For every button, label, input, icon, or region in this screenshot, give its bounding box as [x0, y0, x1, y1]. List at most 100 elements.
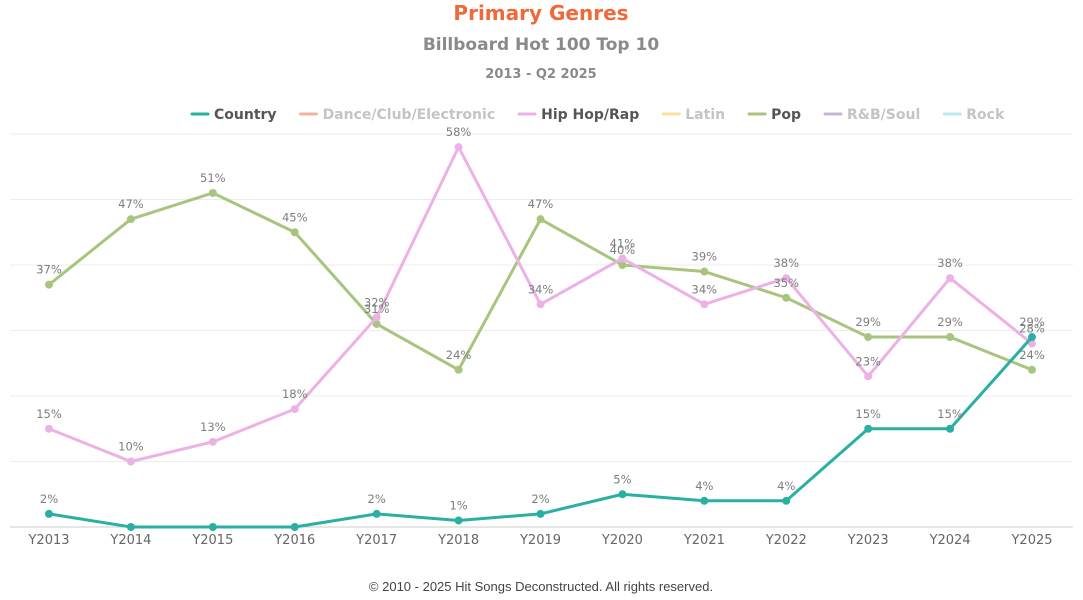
point-hip-hop-rap[interactable] [126, 457, 135, 466]
point-country[interactable] [126, 523, 135, 531]
chart-title: Primary Genres [453, 1, 628, 25]
legend-item-latin[interactable]: Latin [661, 107, 725, 123]
point-country[interactable] [454, 516, 463, 525]
point-country[interactable] [372, 509, 381, 518]
data-label-hip-hop-rap: 13% [200, 420, 226, 434]
x-tick-label: Y2023 [847, 533, 889, 548]
point-country[interactable] [618, 490, 627, 499]
data-label-hip-hop-rap: 18% [282, 387, 308, 401]
point-pop[interactable] [946, 333, 955, 342]
x-tick-label: Y2025 [1010, 533, 1052, 548]
x-tick-label: Y2022 [765, 533, 807, 548]
data-label-hip-hop-rap: 28% [1019, 322, 1045, 336]
point-pop[interactable] [782, 293, 791, 302]
data-label-hip-hop-rap: 23% [855, 354, 881, 368]
series-group [45, 143, 1036, 531]
data-label-pop: 24% [1019, 348, 1045, 362]
copyright-footer: © 2010 - 2025 Hit Songs Deconstructed. A… [369, 579, 713, 594]
data-label-pop: 45% [282, 210, 308, 224]
data-label-country: 2% [531, 492, 549, 506]
point-country[interactable] [1028, 333, 1036, 342]
data-label-pop: 35% [773, 276, 799, 290]
point-country[interactable] [45, 509, 53, 518]
legend-item-dance-club-electronic[interactable]: Dance/Club/Electronic [299, 107, 496, 123]
data-label-hip-hop-rap: 38% [937, 256, 963, 270]
point-hip-hop-rap[interactable] [946, 274, 955, 283]
point-pop[interactable] [372, 319, 381, 328]
data-label-country: 2% [40, 492, 58, 506]
point-hip-hop-rap[interactable] [700, 300, 709, 309]
point-pop[interactable] [126, 215, 135, 224]
point-country[interactable] [782, 496, 791, 505]
point-hip-hop-rap[interactable] [45, 424, 53, 433]
legend-label: Latin [685, 107, 725, 123]
x-tick-label: Y2014 [109, 533, 151, 548]
x-tick-label: Y2020 [601, 533, 643, 548]
data-label-pop: 40% [610, 243, 636, 257]
point-pop[interactable] [700, 267, 709, 276]
legend-item-rock[interactable]: Rock [942, 107, 1005, 123]
data-label-country: 5% [613, 472, 631, 486]
point-hip-hop-rap[interactable] [208, 437, 217, 446]
point-hip-hop-rap[interactable] [454, 143, 463, 152]
point-hip-hop-rap[interactable] [536, 300, 545, 309]
x-tick-label: Y2018 [437, 533, 479, 548]
data-label-country: 2% [368, 492, 386, 506]
data-label-hip-hop-rap: 34% [528, 282, 554, 296]
point-pop[interactable] [208, 188, 217, 197]
legend-label: Country [214, 107, 277, 123]
point-country[interactable] [290, 523, 299, 531]
point-hip-hop-rap[interactable] [372, 313, 381, 322]
chart-subtitle: Billboard Hot 100 Top 10 [423, 35, 660, 55]
point-country[interactable] [208, 523, 217, 531]
data-label-pop: 29% [855, 315, 881, 329]
point-country[interactable] [536, 509, 545, 518]
point-hip-hop-rap[interactable] [290, 405, 299, 414]
data-label-country: 15% [855, 407, 881, 421]
data-label-hip-hop-rap: 38% [773, 256, 799, 270]
point-country[interactable] [700, 496, 709, 505]
point-hip-hop-rap[interactable] [864, 372, 873, 381]
data-label-pop: 47% [528, 197, 554, 211]
x-tick-label: Y2017 [355, 533, 397, 548]
point-country[interactable] [864, 424, 873, 433]
legend-label: Rock [966, 107, 1005, 123]
data-label-pop: 24% [446, 348, 472, 362]
data-label-hip-hop-rap: 15% [36, 407, 62, 421]
data-label-pop: 47% [118, 197, 144, 211]
legend-label: Pop [771, 107, 801, 123]
data-label-country: 4% [695, 479, 713, 493]
legend-item-hip-hop-rap[interactable]: Hip Hop/Rap [517, 107, 639, 123]
data-label-pop: 51% [200, 171, 226, 185]
data-label-country: 4% [777, 479, 795, 493]
data-label-pop: 31% [364, 302, 390, 316]
point-pop[interactable] [536, 215, 545, 224]
x-tick-label: Y2013 [27, 533, 69, 548]
legend: Country Dance/Club/Electronic Hip Hop/Rap L… [190, 107, 1005, 123]
point-pop[interactable] [45, 280, 53, 289]
x-axis-ticks: Y2013 Y2014 Y2015 Y2016 Y2017 Y2018 Y2019 Y2020… [27, 533, 1052, 548]
legend-label: Dance/Club/Electronic [323, 107, 496, 123]
point-hip-hop-rap[interactable] [782, 274, 791, 283]
data-label-pop: 37% [36, 263, 62, 277]
legend-item-pop[interactable]: Pop [747, 107, 801, 123]
point-pop[interactable] [1028, 365, 1036, 374]
data-label-hip-hop-rap: 58% [446, 125, 472, 139]
point-pop[interactable] [454, 365, 463, 374]
point-pop[interactable] [618, 261, 627, 269]
point-country[interactable] [946, 424, 955, 433]
data-label-hip-hop-rap: 34% [692, 282, 718, 296]
x-tick-label: Y2019 [519, 533, 561, 548]
point-hip-hop-rap[interactable] [1028, 339, 1036, 348]
legend-item-r-b-soul[interactable]: R&B/Soul [823, 107, 920, 123]
gridlines [10, 133, 1073, 528]
point-pop[interactable] [290, 228, 299, 237]
legend-item-country[interactable]: Country [190, 107, 277, 123]
data-label-pop: 39% [692, 250, 718, 264]
point-hip-hop-rap[interactable] [618, 254, 627, 263]
data-label-country: 29% [1019, 315, 1045, 329]
data-labels: 37% 47% 51% 45% 31% 24% 47% 40% 39% 35% 29% 29% 24% 1… [36, 125, 1045, 512]
point-pop[interactable] [864, 333, 873, 342]
data-label-country: 15% [937, 407, 963, 421]
